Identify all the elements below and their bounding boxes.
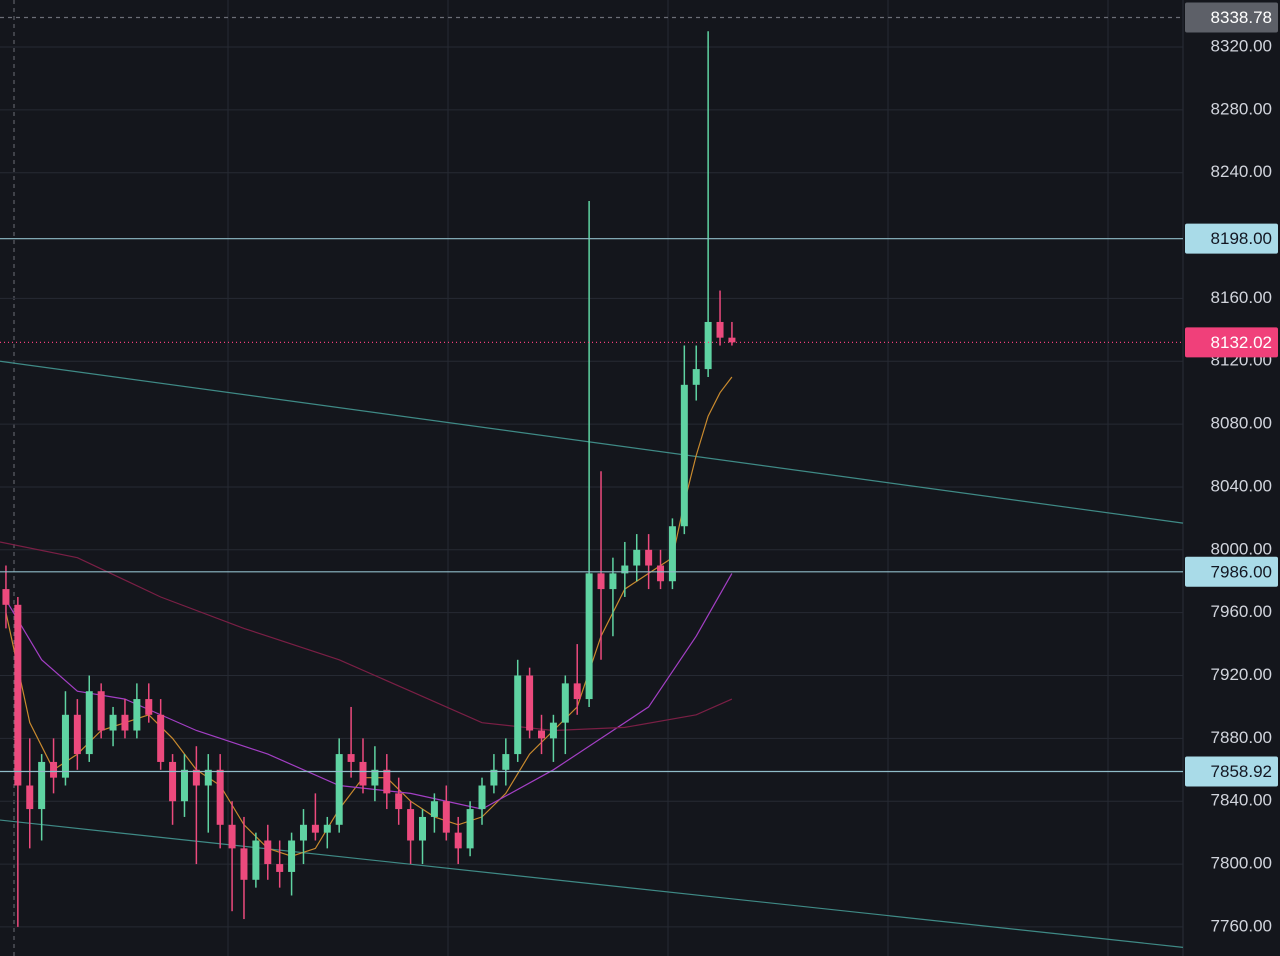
candle-body bbox=[514, 675, 522, 755]
price-label-box bbox=[1185, 556, 1278, 587]
candle-body bbox=[430, 801, 438, 817]
trend-line bbox=[0, 360, 1184, 524]
candle-body bbox=[2, 589, 10, 605]
candle-body bbox=[276, 864, 284, 872]
candle-body bbox=[419, 816, 426, 841]
candle-body bbox=[621, 565, 629, 574]
candle-body bbox=[288, 840, 296, 872]
moving-average bbox=[0, 541, 733, 732]
candle-body bbox=[14, 604, 22, 786]
candle-body bbox=[121, 714, 129, 731]
candle-body bbox=[692, 369, 700, 385]
candle-body bbox=[109, 714, 117, 731]
candle-body bbox=[395, 793, 403, 810]
y-tick-label: 8320.00 bbox=[1211, 36, 1272, 55]
price-label-box bbox=[1185, 223, 1278, 254]
y-tick-label: 8280.00 bbox=[1211, 99, 1272, 118]
candle-body bbox=[716, 321, 724, 338]
candle-body bbox=[668, 526, 676, 582]
candle-body bbox=[38, 761, 46, 810]
candle-body bbox=[180, 769, 188, 802]
y-tick-label: 7960.00 bbox=[1211, 602, 1272, 621]
candle-body bbox=[359, 761, 367, 786]
candle-body bbox=[347, 754, 355, 762]
candle-body bbox=[204, 769, 212, 786]
price-label-box bbox=[1185, 2, 1278, 33]
price-label-box bbox=[1185, 327, 1278, 358]
candle-body bbox=[97, 691, 105, 731]
candle-body bbox=[61, 714, 69, 778]
candle-body bbox=[728, 337, 736, 343]
candle-body bbox=[371, 769, 379, 786]
candle-body bbox=[442, 801, 450, 833]
y-tick-label: 7880.00 bbox=[1211, 728, 1272, 747]
candle-body bbox=[73, 714, 81, 755]
candle-body bbox=[633, 549, 641, 566]
y-tick-label: 7840.00 bbox=[1211, 791, 1272, 810]
trend-line bbox=[0, 819, 1184, 948]
candle-body bbox=[299, 824, 307, 841]
candle-body bbox=[478, 785, 486, 810]
y-tick-label: 8080.00 bbox=[1211, 414, 1272, 433]
y-tick-label: 7760.00 bbox=[1211, 916, 1272, 935]
y-tick-label: 8040.00 bbox=[1211, 476, 1272, 495]
price-label: 8198.00 bbox=[1211, 229, 1272, 248]
candle-body bbox=[407, 809, 415, 841]
candle-body bbox=[50, 761, 58, 778]
candle-body bbox=[454, 832, 462, 849]
candle-body bbox=[145, 699, 153, 715]
price-label: 7858.92 bbox=[1211, 762, 1272, 781]
candle-body bbox=[323, 824, 331, 833]
candle-body bbox=[252, 840, 260, 880]
candle-body bbox=[597, 573, 605, 590]
candle-body bbox=[538, 730, 546, 739]
candle-body bbox=[704, 321, 712, 370]
candle-body bbox=[549, 722, 557, 739]
candle-body bbox=[240, 848, 248, 880]
y-tick-label: 8000.00 bbox=[1211, 539, 1272, 558]
candle-body bbox=[561, 683, 569, 723]
candle-body bbox=[502, 754, 510, 770]
candle-body bbox=[311, 824, 319, 833]
candle-body bbox=[680, 384, 688, 527]
price-label: 8338.78 bbox=[1211, 8, 1272, 27]
candle-body bbox=[490, 769, 498, 786]
y-tick-label: 8240.00 bbox=[1211, 162, 1272, 181]
candle-body bbox=[169, 761, 177, 802]
price-label: 8132.02 bbox=[1211, 333, 1272, 352]
candle-body bbox=[585, 573, 593, 700]
candle-body bbox=[645, 549, 653, 566]
y-tick-label: 7800.00 bbox=[1211, 854, 1272, 873]
candle-body bbox=[133, 699, 141, 731]
candle-body bbox=[526, 675, 534, 731]
candle-body bbox=[264, 840, 272, 865]
price-label-box bbox=[1185, 756, 1278, 787]
candle-body bbox=[383, 769, 391, 794]
candle-body bbox=[228, 824, 236, 849]
candle-body bbox=[216, 769, 224, 825]
candle-body bbox=[657, 565, 665, 582]
candle-body bbox=[335, 754, 343, 825]
candle-body bbox=[26, 785, 34, 810]
y-tick-label: 8160.00 bbox=[1211, 288, 1272, 307]
y-tick-label: 7920.00 bbox=[1211, 665, 1272, 684]
candle-body bbox=[466, 809, 474, 849]
candle-body bbox=[85, 691, 93, 755]
candle-body bbox=[573, 683, 581, 700]
candle-body bbox=[609, 573, 617, 590]
candle-body bbox=[157, 714, 165, 762]
price-label: 7986.00 bbox=[1211, 562, 1272, 581]
candle-body bbox=[192, 769, 200, 786]
vertical-grid bbox=[227, 0, 1109, 956]
